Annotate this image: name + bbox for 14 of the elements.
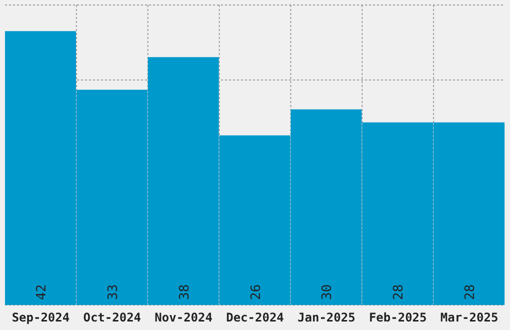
x-tick-label: Feb-2025 (368, 310, 427, 325)
x-tick-label: Mar-2025 (440, 310, 498, 325)
data-label: 42 (34, 284, 50, 300)
data-label: 26 (248, 284, 264, 300)
x-tick-label: Jan-2025 (298, 310, 356, 325)
x-tick-label: Nov-2024 (154, 310, 212, 325)
data-label: 38 (177, 284, 192, 300)
data-label: 28 (463, 284, 478, 300)
x-tick-label: Oct-2024 (83, 310, 142, 325)
data-label: 33 (106, 284, 121, 300)
data-label: 30 (320, 284, 336, 300)
data-label: 28 (392, 284, 407, 300)
x-tick-label: Sep-2024 (12, 310, 70, 325)
x-tick-label: Dec-2024 (226, 310, 284, 325)
